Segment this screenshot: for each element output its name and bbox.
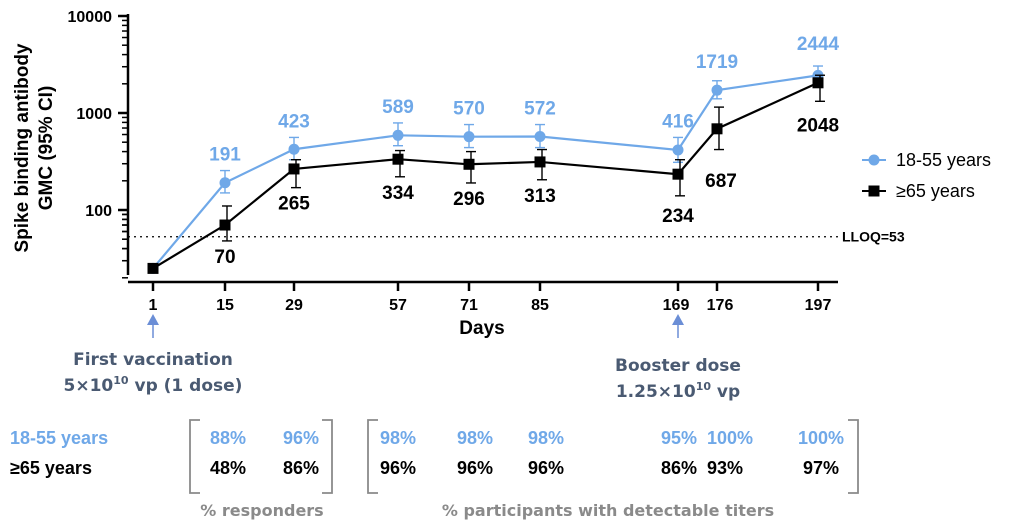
x-tick-label: 15	[216, 297, 234, 314]
series-young: 191 423 589 570 572 416 1719 2444	[147, 34, 840, 274]
data-label: 296	[453, 189, 485, 210]
data-label: 572	[524, 99, 556, 120]
y-tick-label: 1000	[76, 106, 112, 123]
data-point	[463, 131, 475, 143]
data-label: 334	[382, 183, 414, 204]
responders-bracket-left	[189, 419, 200, 494]
x-tick-label: 169	[663, 297, 690, 314]
data-label: 191	[209, 145, 241, 166]
y-axis-title-line2: GMC (95% CI)	[36, 86, 57, 211]
data-point	[672, 168, 684, 180]
row-label-old: ≥65 years	[10, 458, 92, 478]
x-tick-label: 71	[460, 297, 478, 314]
data-point	[147, 262, 159, 274]
detectable-bracket-right	[848, 419, 859, 494]
data-label: 70	[214, 247, 235, 268]
data-point	[392, 129, 404, 141]
x-tick-label: 85	[531, 297, 549, 314]
data-label: 234	[662, 206, 694, 227]
series-old: 70 265 334 296 313 234 687 2048	[147, 74, 839, 274]
detect-old-6: 97%	[803, 458, 839, 478]
detect-old-1: 96%	[380, 458, 416, 478]
legend: 18-55 years ≥65 years	[862, 150, 991, 201]
detect-old-3: 96%	[528, 458, 564, 478]
booster-label: Booster dose	[615, 356, 741, 376]
x-tick-label: 1	[149, 297, 158, 314]
data-label: 687	[705, 171, 737, 192]
data-point	[711, 123, 723, 135]
data-label: 416	[662, 111, 694, 132]
responders-old-2: 86%	[283, 458, 319, 478]
data-point	[672, 144, 684, 156]
responders-young-1: 88%	[210, 428, 246, 448]
data-point	[392, 153, 404, 165]
x-tick-label: 176	[707, 297, 734, 314]
data-label: 1719	[696, 52, 738, 73]
legend-old-label: ≥65 years	[896, 181, 975, 201]
responders-label: % responders	[200, 501, 323, 520]
detect-young-4: 95%	[661, 428, 697, 448]
responders-bracket-right	[322, 419, 333, 494]
detect-young-1: 98%	[380, 428, 416, 448]
row-label-young: 18-55 years	[10, 428, 108, 448]
x-tick-label: 197	[805, 297, 832, 314]
y-tick-label: 100	[85, 203, 112, 220]
data-point	[288, 163, 300, 175]
first-vaccination-arrow	[147, 314, 159, 338]
data-point	[534, 156, 546, 168]
x-tick-label: 29	[285, 297, 303, 314]
y-tick-label: 10000	[68, 9, 113, 26]
data-point	[711, 84, 723, 96]
data-label: 423	[278, 111, 310, 132]
detect-old-5: 93%	[707, 458, 743, 478]
data-label: 265	[278, 194, 310, 215]
first-vaccination-dose: 5×1010 vp (1 dose)	[64, 374, 243, 396]
responders-old-1: 48%	[210, 458, 246, 478]
data-label: 589	[382, 97, 414, 118]
booster-arrow	[672, 314, 684, 338]
data-label: 313	[524, 186, 556, 207]
series-group: 191 423 589 570 572 416 1719 2444 70 265 334 296 313…	[147, 34, 840, 274]
x-axis-title: Days	[459, 318, 504, 339]
data-point	[534, 131, 546, 143]
legend-young-marker	[868, 154, 880, 166]
data-point	[463, 158, 475, 170]
detect-young-2: 98%	[457, 428, 493, 448]
detect-young-6: 100%	[798, 428, 844, 448]
responders-young-2: 96%	[283, 428, 319, 448]
y-ticks: 10000 1000 100	[68, 9, 128, 279]
first-vaccination-label: First vaccination	[73, 350, 233, 370]
detectable-bracket-left	[367, 419, 378, 494]
lloq-label: LLOQ=53	[842, 229, 905, 245]
data-point	[812, 77, 824, 89]
legend-young-label: 18-55 years	[896, 150, 991, 170]
detect-old-2: 96%	[457, 458, 493, 478]
data-point	[219, 177, 231, 189]
y-axis-title-line1: Spike binding antibody	[12, 43, 33, 252]
data-label: 2444	[797, 34, 840, 55]
detect-young-3: 98%	[528, 428, 564, 448]
data-point	[219, 219, 231, 231]
data-label: 570	[453, 99, 485, 120]
detect-old-4: 86%	[661, 458, 697, 478]
x-tick-label: 57	[389, 297, 407, 314]
detectable-label: % participants with detectable titers	[442, 501, 774, 520]
detect-young-5: 100%	[707, 428, 753, 448]
x-ticks: 1 15 29 57 71 85 169 176 197	[149, 282, 832, 314]
legend-old-marker	[868, 185, 880, 197]
booster-dose: 1.25×1010 vp	[616, 380, 740, 402]
data-point	[288, 143, 300, 155]
data-label: 2048	[797, 115, 839, 136]
